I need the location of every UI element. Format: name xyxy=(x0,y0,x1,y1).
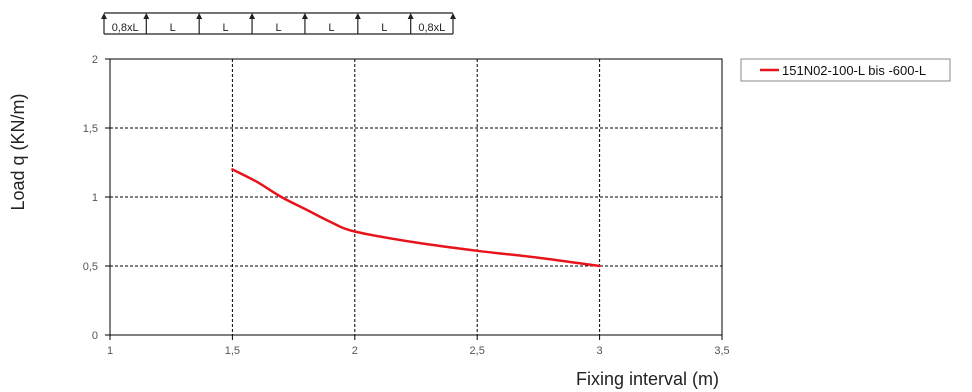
y-tick-label: 1 xyxy=(92,192,98,204)
x-axis-title: Fixing interval (m) xyxy=(576,369,719,389)
x-axis-ticks: 1 1,5 2 2,5 3 3,5 xyxy=(107,335,730,357)
span-label: L xyxy=(328,22,334,34)
y-tick-label: 2 xyxy=(92,54,98,66)
x-tick-label: 3 xyxy=(597,345,603,357)
support-arrowhead xyxy=(101,13,107,19)
span-label: 0,8xL xyxy=(112,22,139,34)
support-arrowhead xyxy=(407,13,414,19)
support-arrowhead xyxy=(196,13,203,19)
x-tick-label: 1 xyxy=(107,345,113,357)
y-axis-title: Load q (KN/m) xyxy=(8,93,28,210)
legend-box xyxy=(740,58,951,82)
x-tick-label: 1,5 xyxy=(225,345,240,357)
series-line xyxy=(231,168,601,268)
x-tick-label: 3,5 xyxy=(714,345,729,357)
support-arrowhead xyxy=(354,13,361,19)
span-label: L xyxy=(381,22,387,34)
legend-label: 151N02-100-L bis -600-L xyxy=(782,63,926,78)
span-label: L xyxy=(275,22,281,34)
support-arrowhead xyxy=(143,13,150,19)
span-label: L xyxy=(223,22,229,34)
x-tick-label: 2,5 xyxy=(470,345,485,357)
span-label: L xyxy=(170,22,176,34)
legend: 151N02-100-L bis -600-L xyxy=(740,58,951,82)
y-tick-label: 1,5 xyxy=(83,123,98,135)
series-group xyxy=(231,168,601,268)
y-axis-ticks: 0 0,5 1 1,5 2 xyxy=(83,54,110,342)
x-tick-label: 2 xyxy=(352,345,358,357)
support-arrowhead xyxy=(450,13,456,19)
support-arrowhead xyxy=(301,13,308,19)
grid-lines xyxy=(110,59,722,335)
span-label: 0,8xL xyxy=(418,22,445,34)
y-tick-label: 0 xyxy=(92,330,98,342)
y-tick-label: 0,5 xyxy=(83,261,98,273)
beam-support-diagram: 0,8xL L L L L L 0,8xL xyxy=(101,12,456,35)
support-arrowhead xyxy=(249,13,256,19)
